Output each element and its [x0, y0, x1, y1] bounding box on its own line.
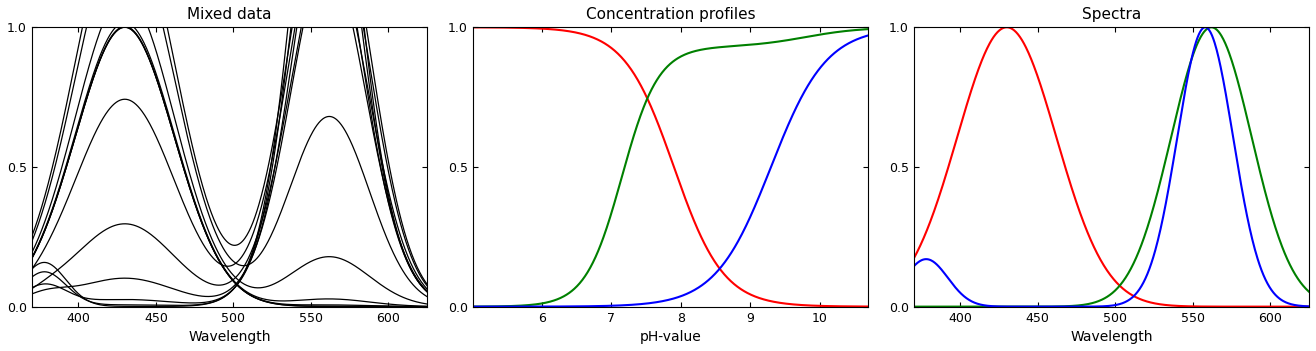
X-axis label: Wavelength: Wavelength: [1070, 330, 1153, 344]
Title: Spectra: Spectra: [1082, 7, 1141, 22]
Title: Concentration profiles: Concentration profiles: [586, 7, 755, 22]
X-axis label: Wavelength: Wavelength: [188, 330, 271, 344]
X-axis label: pH-value: pH-value: [640, 330, 701, 344]
Title: Mixed data: Mixed data: [187, 7, 271, 22]
